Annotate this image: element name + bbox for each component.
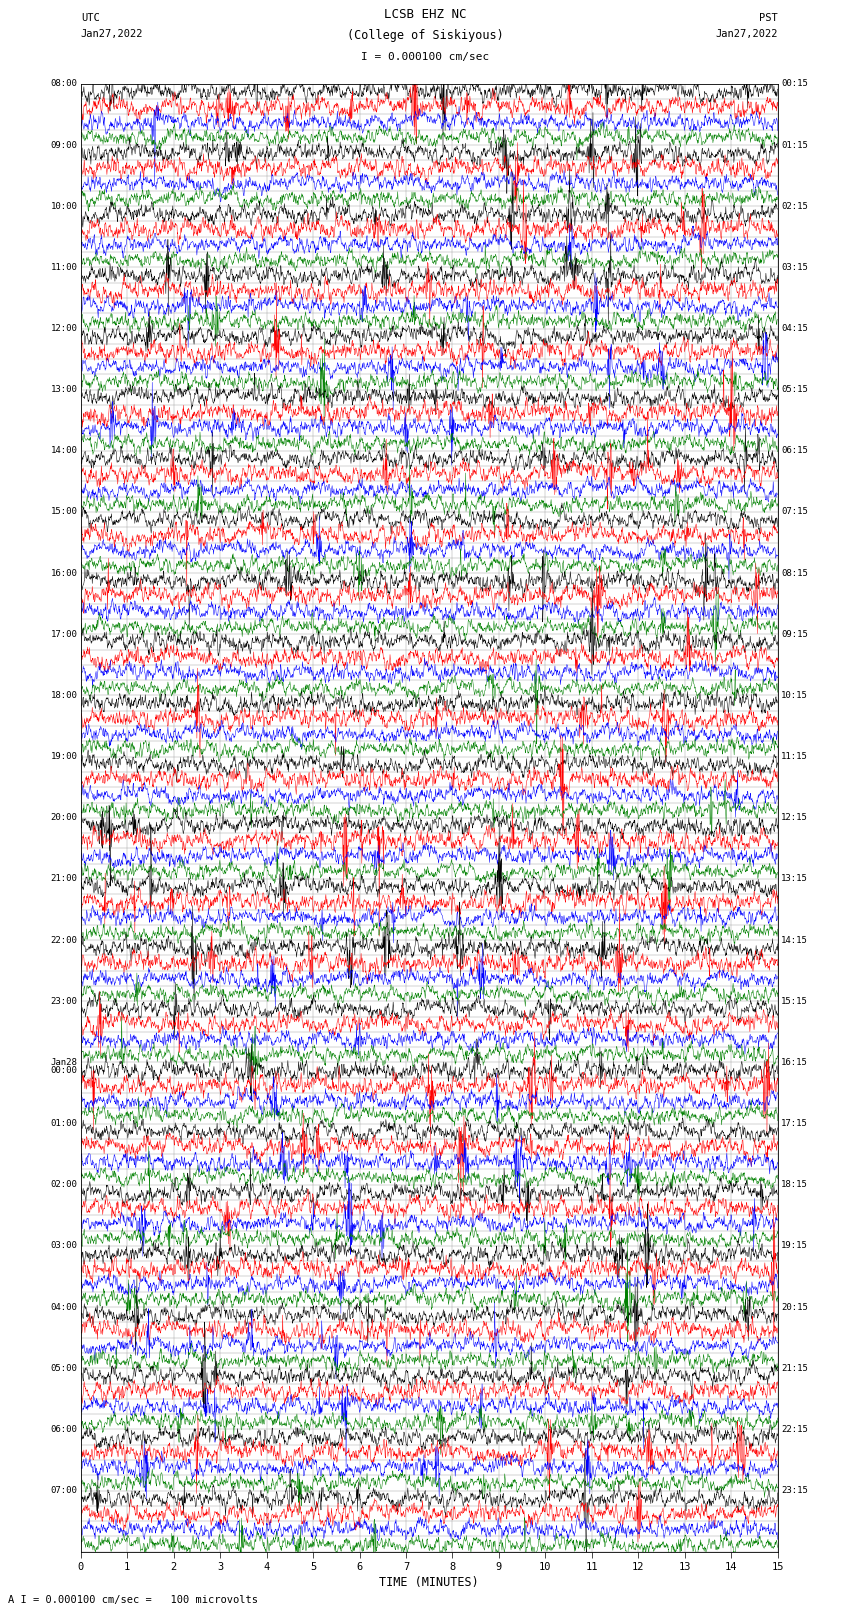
Text: 06:15: 06:15 [781,447,808,455]
Text: 21:00: 21:00 [50,874,77,884]
Text: 14:00: 14:00 [50,447,77,455]
Text: PST: PST [759,13,778,23]
Text: 07:15: 07:15 [781,508,808,516]
Text: 01:15: 01:15 [781,140,808,150]
Text: 19:15: 19:15 [781,1242,808,1250]
Text: 05:15: 05:15 [781,386,808,394]
Text: 15:00: 15:00 [50,508,77,516]
Text: 10:15: 10:15 [781,690,808,700]
Text: 00:00: 00:00 [50,1066,77,1074]
Text: 20:00: 20:00 [50,813,77,823]
Text: Jan28: Jan28 [50,1058,77,1066]
Text: 10:00: 10:00 [50,202,77,211]
Text: 09:00: 09:00 [50,140,77,150]
Text: 01:00: 01:00 [50,1119,77,1127]
Text: 21:15: 21:15 [781,1363,808,1373]
Text: 11:15: 11:15 [781,752,808,761]
Text: 11:00: 11:00 [50,263,77,273]
Text: 04:15: 04:15 [781,324,808,332]
Text: 13:00: 13:00 [50,386,77,394]
Text: 12:00: 12:00 [50,324,77,332]
Text: 22:00: 22:00 [50,936,77,945]
Text: 05:00: 05:00 [50,1363,77,1373]
Text: (College of Siskiyous): (College of Siskiyous) [347,29,503,42]
Text: 23:15: 23:15 [781,1486,808,1495]
Text: 16:15: 16:15 [781,1058,808,1066]
Text: 14:15: 14:15 [781,936,808,945]
Text: 03:15: 03:15 [781,263,808,273]
Text: 00:15: 00:15 [781,79,808,89]
Text: 08:00: 08:00 [50,79,77,89]
Text: 19:00: 19:00 [50,752,77,761]
Text: 23:00: 23:00 [50,997,77,1007]
Text: 13:15: 13:15 [781,874,808,884]
Text: 22:15: 22:15 [781,1424,808,1434]
Text: 20:15: 20:15 [781,1303,808,1311]
Text: A I = 0.000100 cm/sec =   100 microvolts: A I = 0.000100 cm/sec = 100 microvolts [8,1595,258,1605]
Text: I = 0.000100 cm/sec: I = 0.000100 cm/sec [361,52,489,61]
Text: LCSB EHZ NC: LCSB EHZ NC [383,8,467,21]
Text: 06:00: 06:00 [50,1424,77,1434]
Text: UTC: UTC [81,13,99,23]
Text: 12:15: 12:15 [781,813,808,823]
Text: 08:15: 08:15 [781,569,808,577]
Text: 15:15: 15:15 [781,997,808,1007]
Text: 03:00: 03:00 [50,1242,77,1250]
Text: 18:00: 18:00 [50,690,77,700]
Text: 04:00: 04:00 [50,1303,77,1311]
X-axis label: TIME (MINUTES): TIME (MINUTES) [379,1576,479,1589]
Text: 07:00: 07:00 [50,1486,77,1495]
Text: 02:15: 02:15 [781,202,808,211]
Text: Jan27,2022: Jan27,2022 [715,29,778,39]
Text: 16:00: 16:00 [50,569,77,577]
Text: Jan27,2022: Jan27,2022 [81,29,144,39]
Text: 17:00: 17:00 [50,629,77,639]
Text: 02:00: 02:00 [50,1181,77,1189]
Text: 09:15: 09:15 [781,629,808,639]
Text: 18:15: 18:15 [781,1181,808,1189]
Text: 17:15: 17:15 [781,1119,808,1127]
